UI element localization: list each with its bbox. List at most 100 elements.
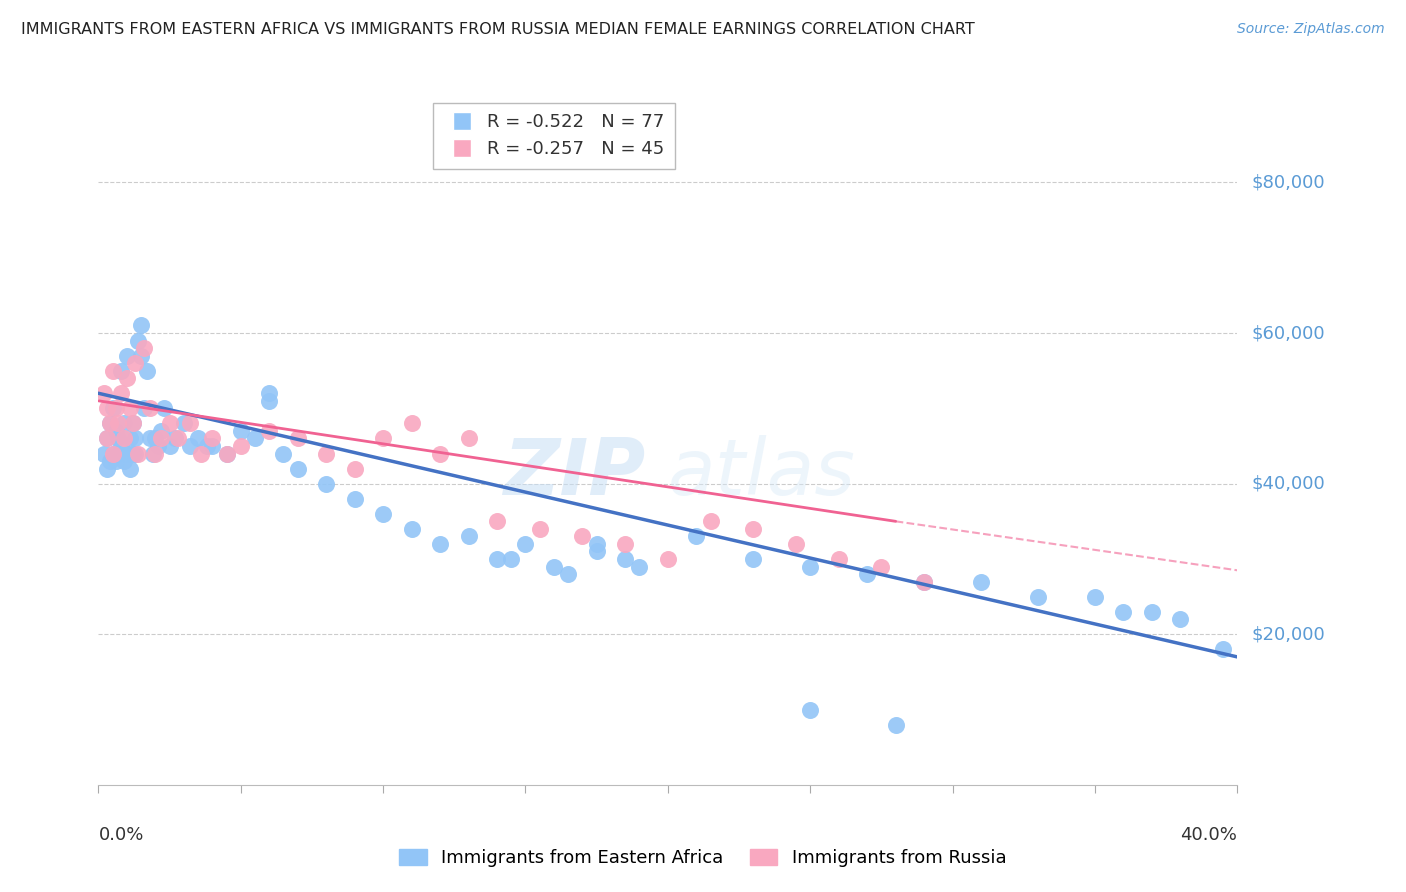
Text: 40.0%: 40.0% (1181, 826, 1237, 844)
Point (115, 349, 138, 363)
Point (287, 432, 309, 446)
Point (101, 446, 124, 460)
Point (657, 552, 679, 566)
Point (101, 401, 124, 416)
Point (215, 446, 238, 460)
Point (543, 559, 565, 574)
Point (135, 364, 157, 378)
Point (121, 446, 143, 460)
Point (153, 401, 176, 416)
Point (243, 432, 266, 446)
Point (138, 432, 160, 446)
Point (557, 567, 579, 582)
Point (457, 529, 479, 543)
Point (150, 432, 173, 446)
Point (96, 432, 118, 446)
Point (121, 417, 143, 431)
Point (785, 537, 807, 551)
Point (373, 507, 395, 521)
Point (110, 439, 132, 453)
Point (187, 432, 209, 446)
Point (870, 559, 893, 574)
Point (159, 439, 181, 453)
Point (1026, 590, 1049, 604)
Point (315, 446, 337, 460)
Point (259, 424, 281, 438)
Point (118, 461, 141, 475)
Point (127, 334, 149, 348)
Point (259, 393, 281, 408)
Point (112, 417, 135, 431)
Point (145, 432, 167, 446)
Point (101, 446, 124, 460)
Point (104, 424, 127, 438)
Point (315, 476, 337, 491)
Point (429, 537, 451, 551)
Text: atlas: atlas (668, 435, 856, 511)
Point (118, 401, 141, 416)
Point (150, 424, 173, 438)
Point (884, 717, 907, 731)
Point (127, 446, 149, 460)
Point (799, 703, 821, 717)
Point (124, 356, 146, 370)
Point (401, 417, 423, 431)
Point (614, 537, 637, 551)
Point (585, 537, 607, 551)
Point (132, 401, 155, 416)
Point (159, 417, 181, 431)
Point (145, 446, 167, 460)
Point (98, 417, 121, 431)
Point (107, 446, 129, 460)
Point (614, 552, 637, 566)
Point (1212, 642, 1234, 657)
Point (121, 417, 143, 431)
Point (912, 574, 935, 589)
Point (110, 364, 132, 378)
Point (856, 567, 879, 582)
Text: $20,000: $20,000 (1251, 625, 1324, 643)
Point (457, 432, 479, 446)
Point (124, 432, 146, 446)
Point (98, 417, 121, 431)
Point (259, 386, 281, 401)
Point (104, 401, 127, 416)
Point (529, 522, 551, 536)
Point (515, 537, 537, 551)
Point (912, 574, 935, 589)
Point (93, 386, 115, 401)
Point (173, 417, 195, 431)
Point (343, 461, 366, 475)
Point (165, 432, 187, 446)
Point (132, 341, 155, 355)
Point (429, 446, 451, 460)
Point (112, 454, 135, 468)
Point (96, 461, 118, 475)
Point (742, 522, 765, 536)
Point (373, 432, 395, 446)
Point (343, 491, 366, 506)
Point (112, 432, 135, 446)
Point (273, 446, 295, 460)
Point (110, 386, 132, 401)
Point (486, 514, 509, 528)
Point (401, 522, 423, 536)
Point (107, 432, 129, 446)
Point (124, 446, 146, 460)
Text: Source: ZipAtlas.com: Source: ZipAtlas.com (1237, 22, 1385, 37)
Point (148, 439, 170, 453)
Point (96, 432, 118, 446)
Legend: Immigrants from Eastern Africa, Immigrants from Russia: Immigrants from Eastern Africa, Immigran… (392, 841, 1014, 874)
Point (129, 349, 152, 363)
Point (115, 371, 138, 385)
Point (141, 446, 163, 460)
Point (1140, 605, 1163, 619)
Point (287, 461, 309, 475)
Point (107, 417, 129, 431)
Point (1170, 612, 1192, 626)
Point (118, 432, 141, 446)
Point (138, 401, 160, 416)
Text: $80,000: $80,000 (1251, 173, 1324, 192)
Point (115, 446, 138, 460)
Point (799, 559, 821, 574)
